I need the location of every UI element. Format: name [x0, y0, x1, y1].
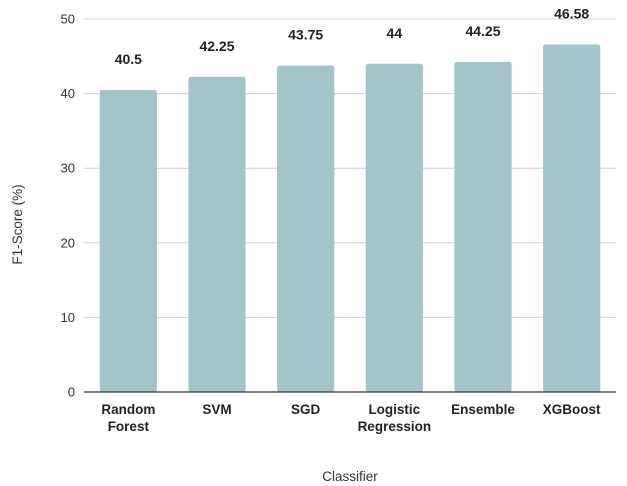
- y-tick-label: 10: [61, 310, 75, 325]
- x-category-label: XGBoost: [543, 402, 601, 417]
- data-label: 46.58: [554, 6, 589, 22]
- bar: [543, 44, 601, 393]
- data-label: 40.5: [115, 51, 142, 67]
- x-category-label: SVM: [202, 402, 231, 417]
- x-axis-title: Classifier: [322, 469, 378, 484]
- y-tick-label: 30: [61, 161, 75, 176]
- data-label: 44.25: [465, 23, 500, 39]
- y-tick-label: 20: [61, 235, 75, 250]
- data-label: 42.25: [199, 38, 234, 54]
- bar: [99, 89, 157, 393]
- data-label: 44: [387, 25, 403, 41]
- x-category-label: Random Forest: [101, 402, 155, 434]
- bar: [188, 76, 246, 392]
- bar: [454, 61, 512, 393]
- x-category-label: Ensemble: [451, 402, 515, 417]
- x-axis-categories: Random Forest SVM SGD Logistic Regression Ense…: [101, 402, 601, 434]
- bar: [365, 63, 423, 392]
- y-axis-title: F1-Score (%): [10, 184, 25, 264]
- bars: [99, 44, 601, 393]
- y-tick-label: 40: [61, 86, 75, 101]
- data-label: 43.75: [288, 27, 323, 43]
- x-category-label: SGD: [291, 402, 321, 417]
- y-tick-label: 50: [61, 12, 75, 27]
- y-tick-label: 0: [68, 385, 75, 400]
- bar: [277, 65, 335, 392]
- data-labels: 40.5 42.25 43.75 44 44.25 46.58: [115, 6, 590, 67]
- y-axis-ticks: 0 10 20 30 40 50: [61, 12, 75, 400]
- gridlines: [84, 18, 616, 318]
- x-category-label: Logistic Regression: [358, 402, 432, 434]
